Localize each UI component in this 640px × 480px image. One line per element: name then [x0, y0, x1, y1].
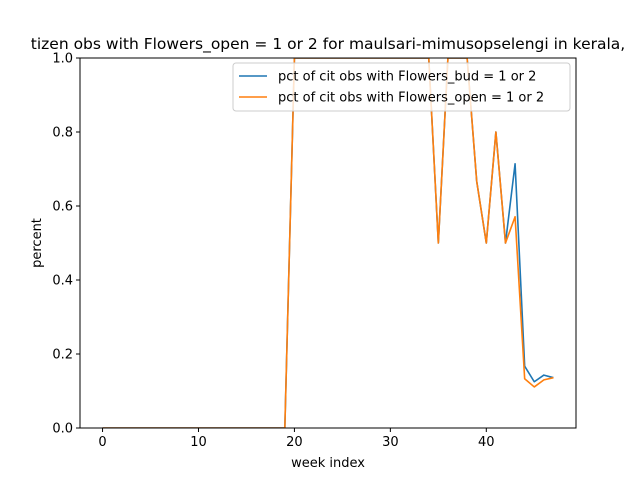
series-line-flowers-open [102, 58, 554, 428]
legend-label-open: pct of cit obs with Flowers_open = 1 or … [278, 91, 544, 106]
y-tick-label: 0.8 [52, 126, 73, 141]
x-axis-label: week index [291, 456, 365, 471]
x-tick-label: 20 [286, 435, 303, 450]
x-tick-label: 40 [478, 435, 495, 450]
y-axis-ticks: 0.0 0.2 0.4 0.6 0.8 1.0 [52, 52, 80, 437]
x-tick-label: 10 [190, 435, 207, 450]
x-tick-label: 30 [382, 435, 399, 450]
legend: pct of cit obs with Flowers_bud = 1 or 2… [232, 62, 571, 112]
y-tick-label: 0.6 [52, 200, 73, 215]
legend-box [232, 62, 571, 112]
legend-label-bud: pct of cit obs with Flowers_bud = 1 or 2 [278, 70, 536, 85]
plot-area [80, 58, 576, 428]
chart-title: tizen obs with Flowers_open = 1 or 2 for… [31, 35, 625, 54]
y-axis-label: percent [30, 218, 45, 268]
plot-frame [79, 57, 577, 429]
x-axis-ticks: 0 10 20 30 40 [98, 428, 495, 450]
series-layer [102, 58, 554, 428]
x-tick-label: 0 [98, 435, 106, 450]
y-tick-label: 0.4 [52, 274, 73, 289]
y-tick-label: 0.2 [52, 348, 73, 363]
y-tick-label: 1.0 [52, 52, 73, 67]
y-tick-label: 0.0 [52, 422, 73, 437]
